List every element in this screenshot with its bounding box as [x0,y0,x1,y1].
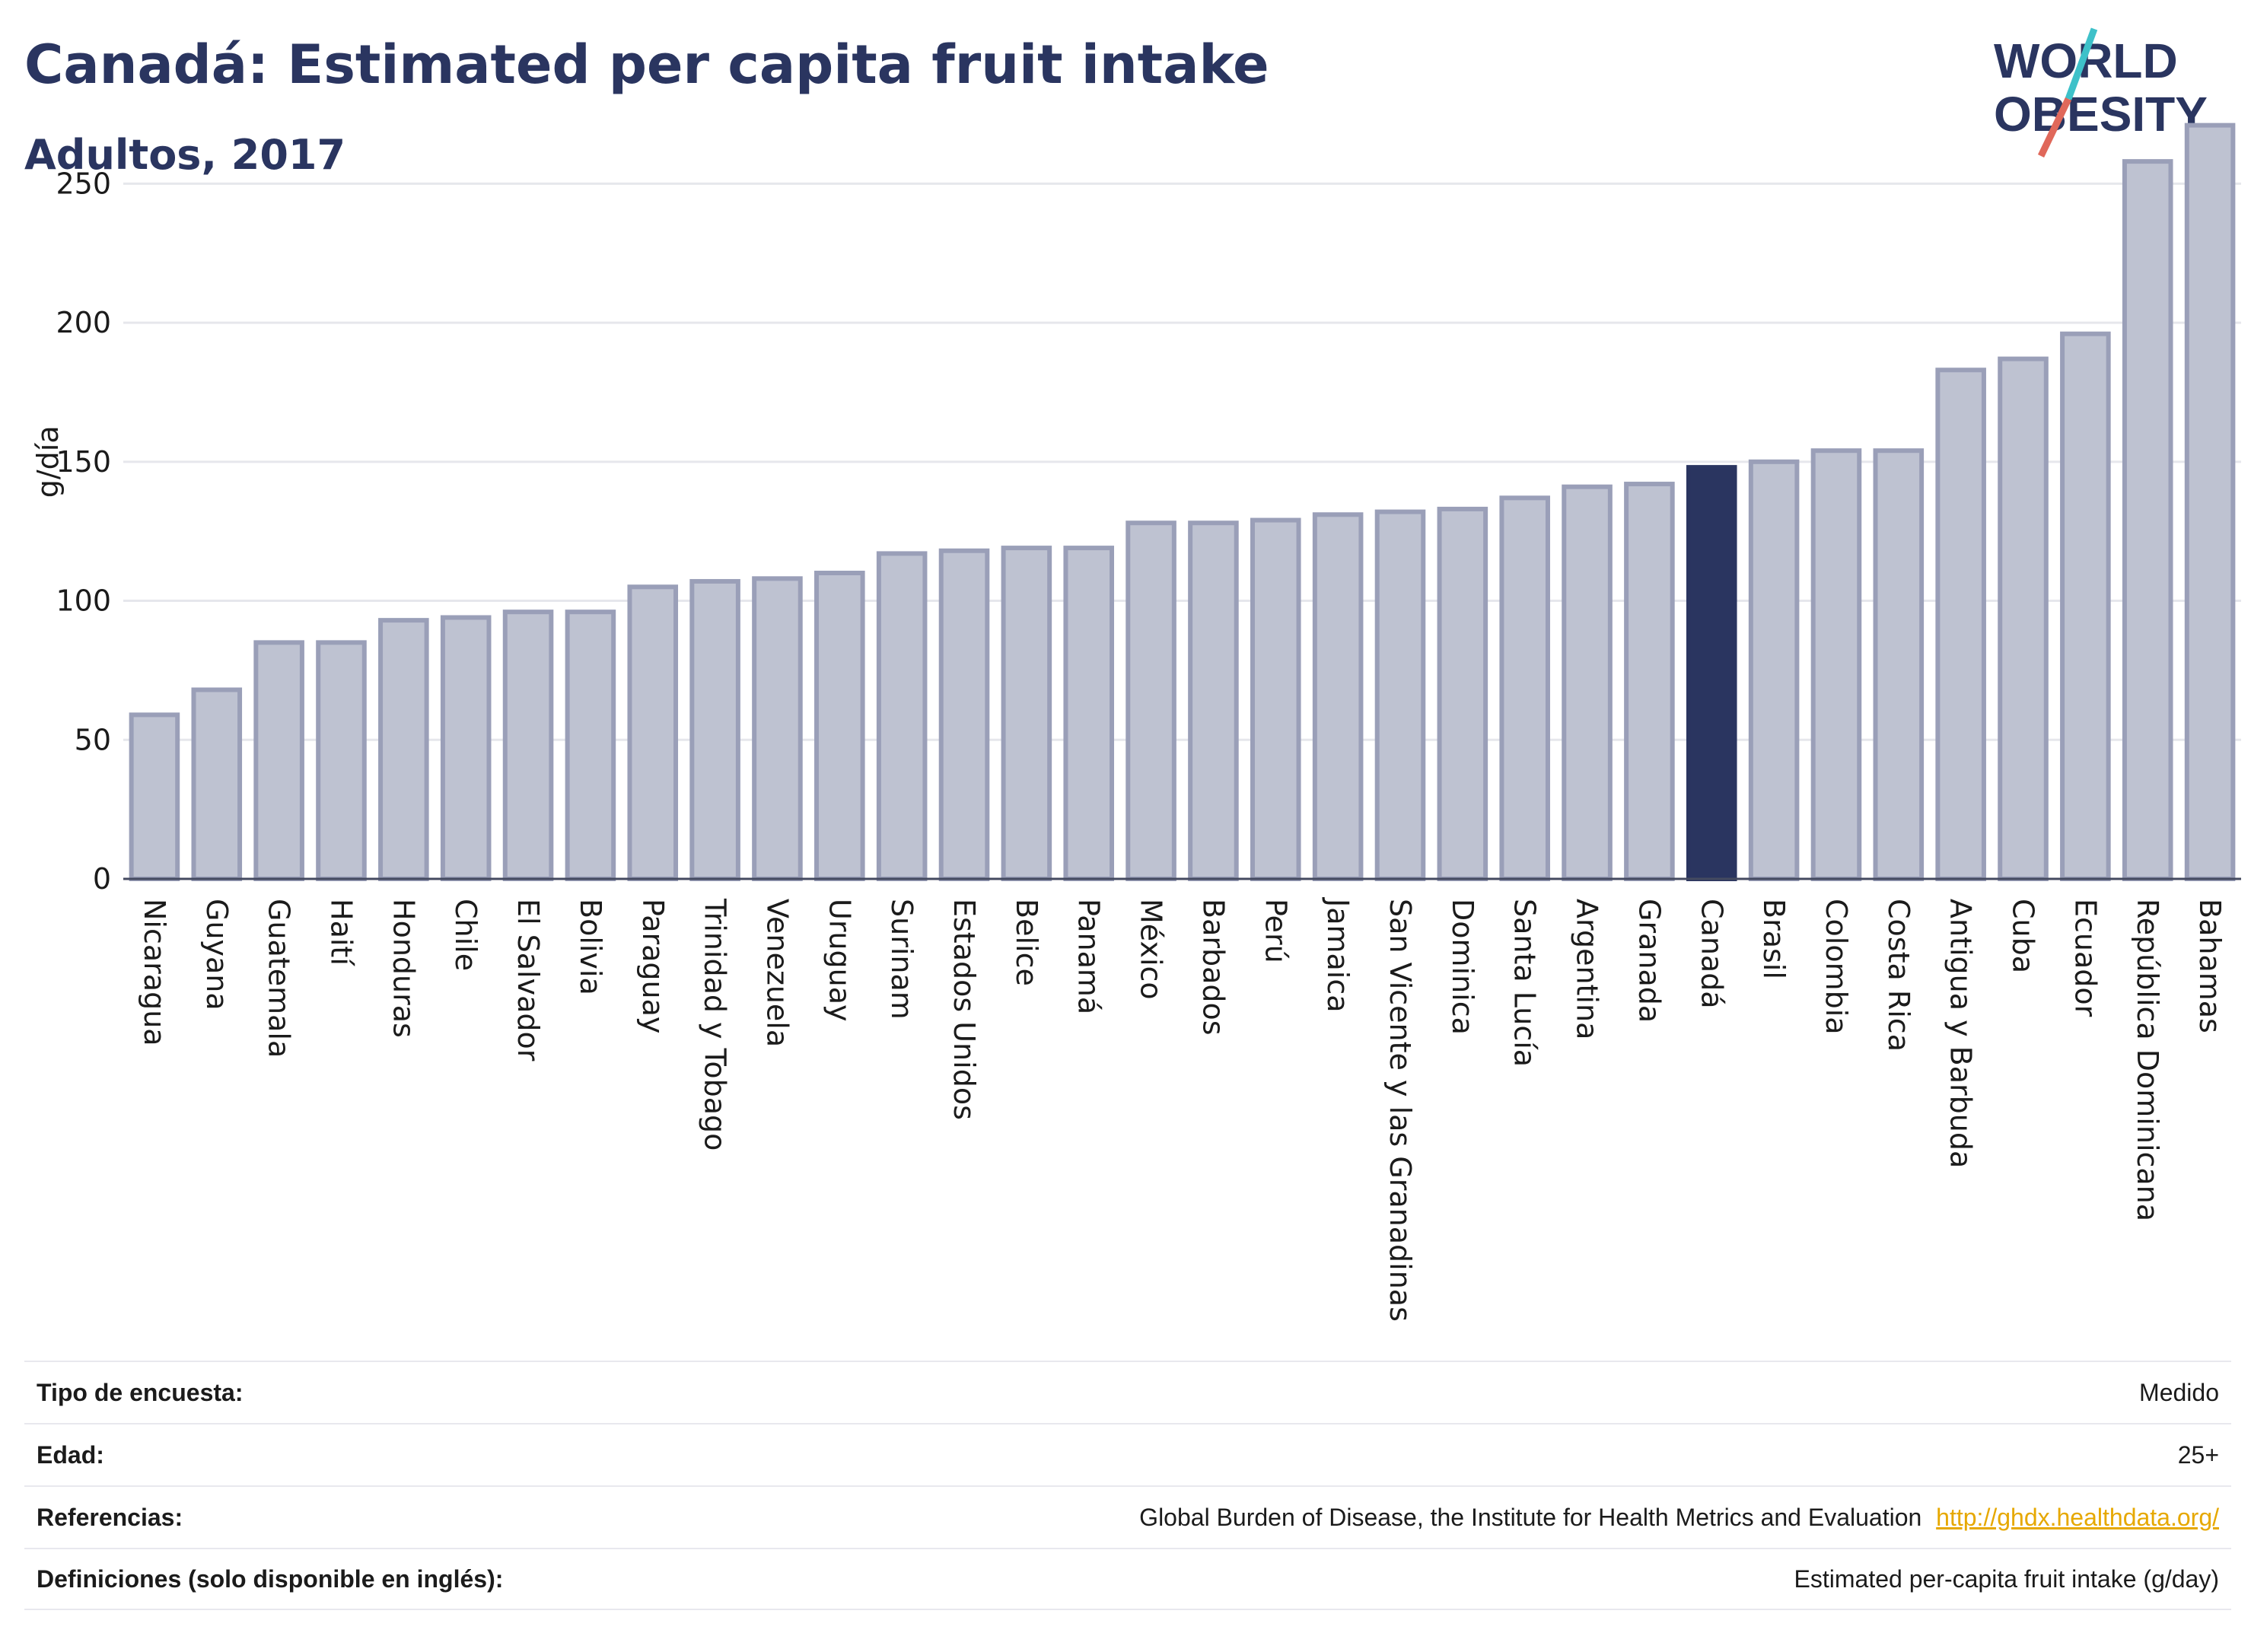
x-tick-label: Argentina [1571,899,1604,1039]
x-tick-label: Dominica [1446,899,1479,1035]
bar [1001,546,1052,881]
x-tick-label: Venezuela [760,899,794,1047]
bar-chart: 0 50 100 150 200 250 g/día Nicaragua Guyana Guate… [31,123,2241,1322]
bar [1499,495,1550,881]
info-value: Global Burden of Disease, the Institute … [1139,1504,2219,1532]
x-tick-label: Guyana [200,899,234,1011]
bar [378,618,429,881]
y-tick-label: 50 [75,723,111,756]
x-tick-label: Haití [324,899,358,966]
bar [1998,356,2049,882]
y-tick-label: 200 [56,306,111,339]
x-tick-label: Colombia [1820,899,1853,1035]
bar [1748,459,1800,881]
info-value: Medido [2139,1378,2219,1406]
bar [627,584,679,881]
info-table: Tipo de encuesta: Medido Edad: 25+ Refer… [24,1361,2231,1610]
bar [2184,123,2236,882]
chart-title: Canadá: Estimated per capita fruit intak… [24,33,1269,96]
x-tick-label: Barbados [1196,899,1230,1036]
bar [1437,506,1488,881]
bar [129,712,180,882]
bar [253,640,304,881]
logo-slash-red [2037,97,2072,158]
bar [876,551,928,881]
info-row-age: Edad: 25+ [24,1423,2231,1485]
x-tick-label: Surinam [885,899,919,1020]
bar [316,640,367,881]
x-tick-label: Brasil [1757,899,1791,979]
info-label: Definiciones (solo disponible en inglés)… [37,1564,504,1593]
x-tick-label: Chile [449,899,482,971]
bar [1188,520,1239,882]
logo-line-obesity: OBESITY [1994,87,2208,142]
bar [440,615,492,881]
x-tick-label: Jamaica [1321,897,1355,1013]
logo-slash-teal [2065,27,2098,100]
info-label: Tipo de encuesta: [37,1378,244,1406]
bar [1562,484,1613,881]
bar [752,576,803,881]
info-row-survey-type: Tipo de encuesta: Medido [24,1361,2231,1423]
y-tick-label: 100 [56,584,111,618]
bar [1810,448,1862,881]
x-tick-label: San Vicente y las Granadinas [1383,899,1417,1322]
y-tick-label: 250 [56,167,111,200]
x-tick-label: Paraguay [636,899,670,1033]
x-tick-label: República Dominicana [2131,899,2164,1221]
bar [2122,159,2173,882]
bar [1873,448,1925,881]
bar [1312,512,1364,881]
x-tick-label: El Salvador [511,899,545,1062]
info-value: 25+ [2177,1440,2219,1469]
x-tick-label: Guatemala [263,899,296,1058]
reference-link[interactable]: http://ghdx.healthdata.org/ [1936,1503,2219,1531]
info-label: Edad: [37,1440,104,1469]
bar [502,610,554,881]
bar [1250,517,1301,882]
info-label: Referencias: [37,1503,183,1531]
x-tick-label: Santa Lucía [1508,899,1542,1067]
x-tick-label: Honduras [387,899,420,1038]
bar [814,571,865,881]
info-value: Estimated per-capita fruit intake (g/day… [1794,1564,2219,1593]
x-tick-label: Uruguay [823,899,856,1022]
info-row-definitions: Definiciones (solo disponible en inglés)… [24,1548,2231,1610]
x-tick-label: Ecuador [2068,899,2102,1017]
y-tick-label: 0 [93,862,111,896]
x-tick-label: Bolivia [574,899,607,995]
chart-subtitle: Adultos, 2017 [24,131,346,179]
bar [1624,482,1675,881]
x-tick-label: Nicaragua [138,899,171,1046]
x-tick-label: Antigua y Barbuda [1944,899,1978,1168]
x-tick-label: Belice [1010,899,1043,986]
y-axis-label: g/día [31,425,65,498]
bar [1935,368,1986,881]
x-tick-label: México [1135,899,1168,1000]
bar [191,687,243,881]
y-tick-label: 150 [56,445,111,479]
x-tick-label: Cuba [2007,899,2040,973]
bar-highlighted [1686,465,1737,881]
x-tick-label: Granada [1632,899,1666,1023]
x-tick-label: Bahamas [2193,899,2227,1033]
bar [938,548,990,881]
bar [1063,546,1115,881]
world-obesity-logo: WORLD OBESITY [1994,27,2208,158]
x-tick-label: Trinidad y Tobago [699,898,732,1151]
bar [2060,331,2111,881]
bar [689,578,740,881]
reference-text: Global Burden of Disease, the Institute … [1139,1503,1922,1531]
bar [565,610,616,881]
x-tick-label: Canadá [1695,899,1728,1009]
x-tick-label: Perú [1259,899,1292,963]
x-tick-label: Estados Unidos [947,899,981,1120]
bar [1374,509,1426,881]
info-row-references: Referencias: Global Burden of Disease, t… [24,1485,2231,1548]
x-tick-label: Panamá [1072,899,1106,1014]
x-tick-label: Costa Rica [1882,899,1915,1052]
bar [1126,520,1176,882]
